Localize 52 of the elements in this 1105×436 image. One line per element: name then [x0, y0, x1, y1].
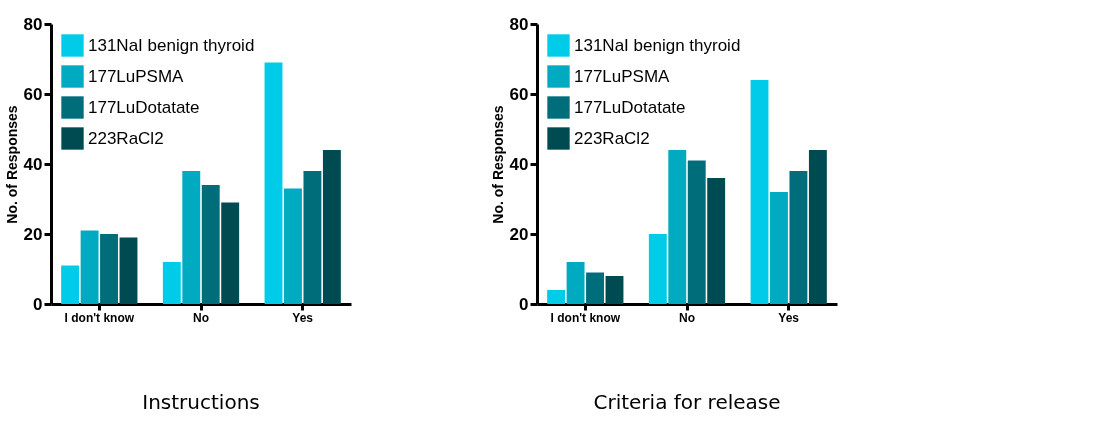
- bar: [547, 290, 566, 304]
- bar: [119, 237, 138, 304]
- y-tick-label: 80: [23, 14, 43, 34]
- bar: [750, 80, 769, 304]
- text: Instructions: [142, 390, 260, 414]
- bar: [789, 171, 808, 304]
- bar: [687, 160, 706, 304]
- bar: [201, 185, 220, 304]
- bar: [182, 171, 201, 304]
- y-tick-label: 40: [509, 154, 529, 174]
- bar: [605, 276, 624, 304]
- bar: [808, 150, 827, 304]
- y-tick-label: 20: [509, 224, 529, 244]
- bar: [668, 150, 687, 304]
- legend-label: 223RaCl2: [88, 128, 164, 148]
- bar: [100, 234, 118, 304]
- bar: [648, 234, 667, 304]
- y-tick-label: 80: [509, 14, 529, 34]
- legend-label: 131NaI benign thyroid: [574, 35, 741, 55]
- bar: [770, 192, 788, 304]
- y-tick-label: 0: [519, 294, 529, 314]
- x-tick-label: No: [193, 310, 209, 325]
- bar: [707, 178, 726, 304]
- x-tick-label: Yes: [778, 310, 800, 325]
- x-tick-label: I don't know: [550, 310, 621, 325]
- y-tick-label: 20: [23, 224, 43, 244]
- y-axis-title: No. of Responses: [3, 105, 20, 224]
- x-tick-label: I don't know: [64, 310, 135, 325]
- x-tick-label: Yes: [292, 310, 314, 325]
- bar: [61, 265, 80, 304]
- y-tick-label: 60: [509, 84, 529, 104]
- bar: [566, 262, 585, 304]
- bar: [586, 272, 604, 304]
- legend-label: 223RaCl2: [574, 128, 650, 148]
- bar: [221, 202, 240, 304]
- bar: [322, 150, 341, 304]
- legend-label: 177LuPSMA: [574, 66, 671, 86]
- bar: [264, 62, 283, 304]
- legend-label: 177LuDotatate: [574, 97, 686, 117]
- y-tick-label: 60: [23, 84, 43, 104]
- x-tick-label: No: [679, 310, 695, 325]
- legend-label: 177LuDotatate: [88, 97, 200, 117]
- bar: [80, 230, 99, 304]
- legend-label: 177LuPSMA: [88, 66, 185, 86]
- y-tick-label: 0: [33, 294, 43, 314]
- text: Criteria for release: [593, 390, 781, 414]
- y-tick-label: 40: [23, 154, 43, 174]
- bar: [303, 171, 322, 304]
- y-axis-title: No. of Responses: [489, 105, 506, 224]
- bar: [162, 262, 181, 304]
- bar: [284, 188, 302, 304]
- legend-label: 131NaI benign thyroid: [88, 35, 255, 55]
